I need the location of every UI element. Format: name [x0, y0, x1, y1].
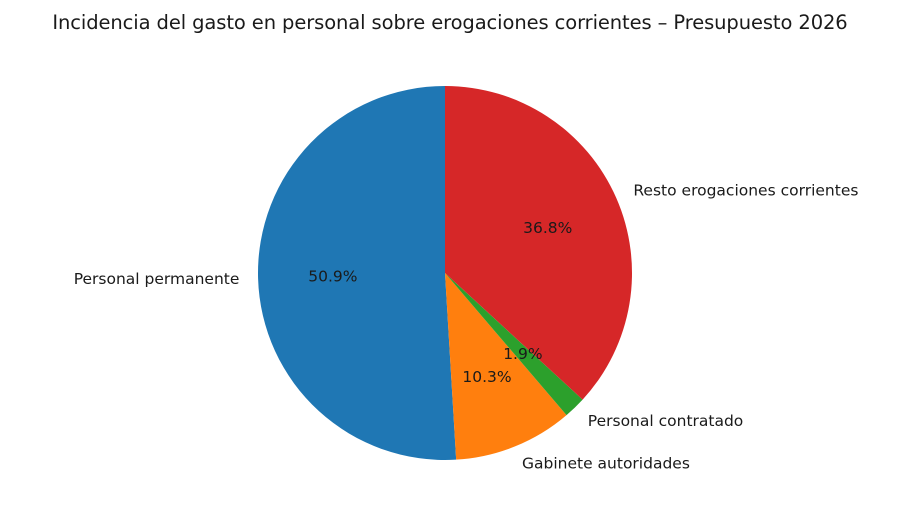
category-label-resto-erogaciones-corrientes: Resto erogaciones corrientes [633, 181, 858, 199]
category-label-personal-contratado: Personal contratado [588, 412, 744, 430]
pct-label-gabinete-autoridades: 10.3% [462, 368, 511, 386]
pie-wedges [258, 85, 633, 460]
pct-label-personal-permanente: 50.9% [308, 267, 357, 285]
chart-title: Incidencia del gasto en personal sobre e… [52, 11, 848, 34]
category-label-gabinete-autoridades: Gabinete autoridades [522, 455, 690, 473]
category-label-personal-permanente: Personal permanente [74, 270, 240, 288]
category-labels: Personal permanente Gabinete autoridades P… [74, 181, 859, 472]
wedge-personal-contratado [445, 273, 583, 416]
percentage-labels: 50.9% 10.3% 1.9% 36.8% [308, 219, 572, 386]
wedge-gabinete-autoridades [445, 273, 567, 460]
wedge-resto-erogaciones-corrientes [445, 85, 633, 400]
wedge-personal-permanente [258, 86, 457, 460]
pct-label-personal-contratado: 1.9% [503, 345, 542, 363]
pct-label-resto-erogaciones-corrientes: 36.8% [523, 219, 572, 237]
